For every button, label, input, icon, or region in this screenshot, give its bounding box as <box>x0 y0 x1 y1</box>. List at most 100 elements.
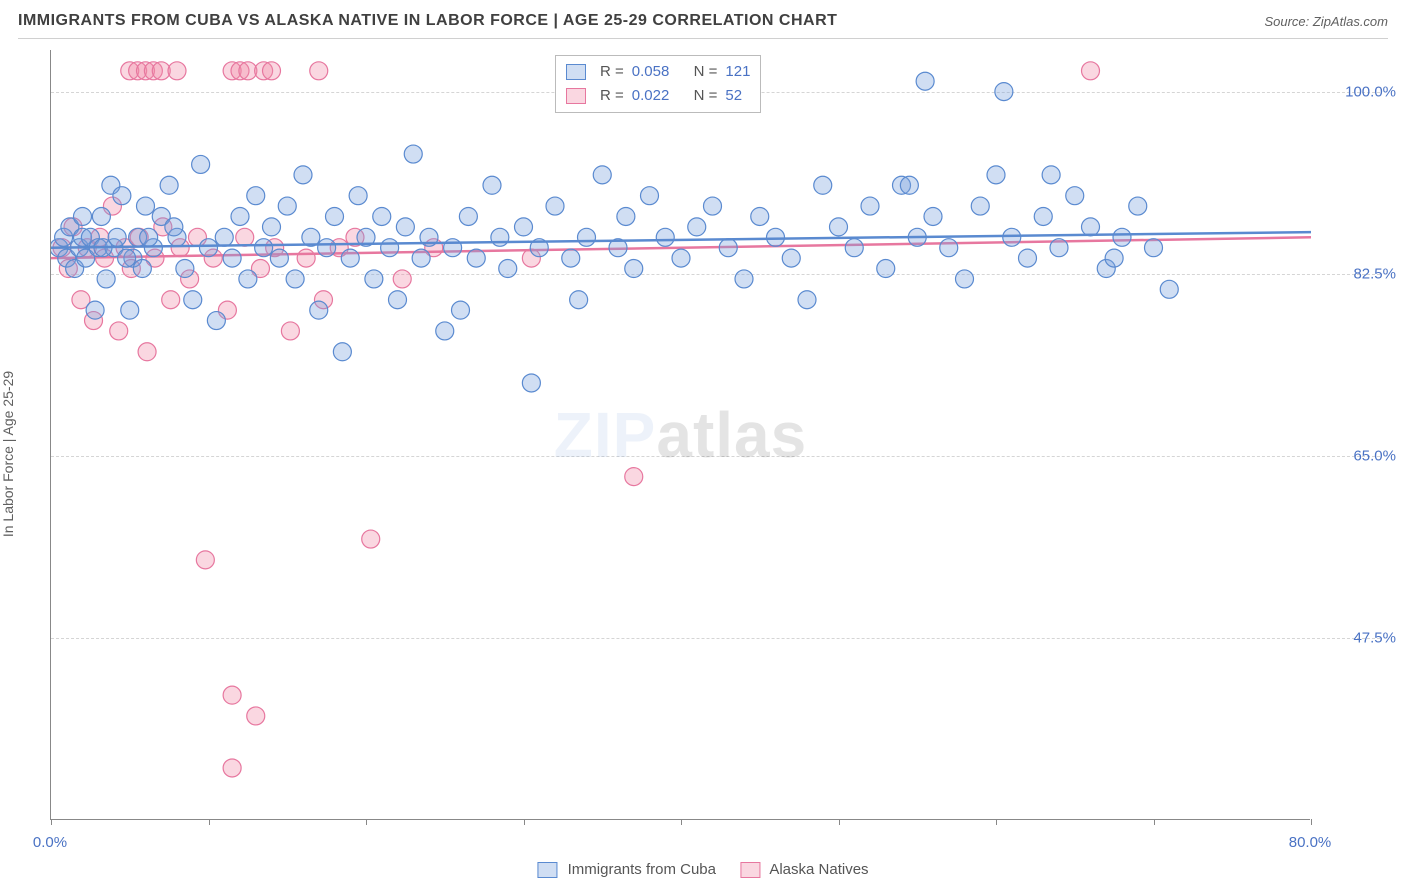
cuba-point <box>1019 249 1037 267</box>
x-tick <box>839 819 840 825</box>
y-tick-label: 65.0% <box>1353 447 1396 464</box>
cuba-point <box>192 155 210 173</box>
y-tick-label: 82.5% <box>1353 265 1396 282</box>
cuba-point <box>987 166 1005 184</box>
x-tick <box>996 819 997 825</box>
x-tick <box>1154 819 1155 825</box>
cuba-point <box>900 176 918 194</box>
cuba-point <box>310 301 328 319</box>
alaska-point <box>223 759 241 777</box>
cuba-point <box>782 249 800 267</box>
scatter-canvas <box>51 50 1311 820</box>
alaska-point <box>263 62 281 80</box>
cuba-point <box>270 249 288 267</box>
cuba-point <box>341 249 359 267</box>
cuba-point <box>617 207 635 225</box>
cuba-point <box>956 270 974 288</box>
cuba-point <box>995 83 1013 101</box>
cuba-point <box>389 291 407 309</box>
cuba-point <box>176 260 194 278</box>
cuba-point <box>767 228 785 246</box>
cuba-point <box>491 228 509 246</box>
x-axis-max-label: 80.0% <box>1289 834 1332 851</box>
cuba-point <box>1160 280 1178 298</box>
alaska-point <box>625 468 643 486</box>
cuba-point <box>318 239 336 257</box>
cuba-point <box>578 228 596 246</box>
cuba-point <box>735 270 753 288</box>
x-tick <box>1311 819 1312 825</box>
x-tick <box>51 819 52 825</box>
x-axis-min-label: 0.0% <box>33 834 67 851</box>
cuba-point <box>121 301 139 319</box>
cuba-point <box>1129 197 1147 215</box>
cuba-point <box>798 291 816 309</box>
alaska-point <box>310 62 328 80</box>
cuba-point <box>113 187 131 205</box>
alaska-point <box>138 343 156 361</box>
cuba-point <box>546 197 564 215</box>
cuba-point <box>263 218 281 236</box>
cuba-point <box>97 270 115 288</box>
cuba-point <box>215 228 233 246</box>
cuba-point <box>404 145 422 163</box>
swatch-alaska-small <box>566 88 586 104</box>
cuba-point <box>1105 249 1123 267</box>
alaska-point <box>162 291 180 309</box>
cuba-point <box>1050 239 1068 257</box>
series-legend: Immigrants from Cuba Alaska Natives <box>537 861 868 878</box>
cuba-point <box>877 260 895 278</box>
cuba-point <box>861 197 879 215</box>
cuba-point <box>247 187 265 205</box>
chart-header: IMMIGRANTS FROM CUBA VS ALASKA NATIVE IN… <box>18 12 1388 39</box>
cuba-point <box>326 207 344 225</box>
alaska-point <box>223 686 241 704</box>
cuba-point <box>137 197 155 215</box>
cuba-point <box>160 176 178 194</box>
cuba-point <box>656 228 674 246</box>
cuba-point <box>940 239 958 257</box>
cuba-point <box>1003 228 1021 246</box>
swatch-cuba-small <box>566 64 586 80</box>
y-axis-title: In Labor Force | Age 25-29 <box>0 371 16 537</box>
legend-item-cuba: Immigrants from Cuba <box>537 861 716 878</box>
cuba-point <box>719 239 737 257</box>
cuba-point <box>239 270 257 288</box>
cuba-point <box>349 187 367 205</box>
alaska-point <box>196 551 214 569</box>
cuba-point <box>830 218 848 236</box>
cuba-point <box>74 207 92 225</box>
cuba-point <box>522 374 540 392</box>
cuba-point <box>625 260 643 278</box>
cuba-point <box>483 176 501 194</box>
cuba-point <box>133 260 151 278</box>
cuba-point <box>207 312 225 330</box>
cuba-point <box>751 207 769 225</box>
cuba-point <box>452 301 470 319</box>
cuba-point <box>333 343 351 361</box>
alaska-point <box>1082 62 1100 80</box>
stats-legend: R = 0.058 N = 121 R = 0.022 N = 52 <box>555 55 761 113</box>
plot-area: ZIPatlas <box>50 50 1310 820</box>
cuba-point <box>1042 166 1060 184</box>
cuba-point <box>467 249 485 267</box>
cuba-point <box>92 207 110 225</box>
cuba-point <box>412 249 430 267</box>
alaska-point <box>393 270 411 288</box>
x-tick <box>209 819 210 825</box>
cuba-point <box>140 228 158 246</box>
x-tick <box>681 819 682 825</box>
alaska-point <box>297 249 315 267</box>
cuba-point <box>924 207 942 225</box>
alaska-point <box>110 322 128 340</box>
cuba-point <box>365 270 383 288</box>
cuba-point <box>562 249 580 267</box>
stats-row-alaska: R = 0.022 N = 52 <box>566 84 750 108</box>
swatch-alaska <box>740 862 760 878</box>
alaska-point <box>281 322 299 340</box>
cuba-point <box>223 249 241 267</box>
cuba-point <box>499 260 517 278</box>
cuba-point <box>1034 207 1052 225</box>
cuba-point <box>118 249 136 267</box>
cuba-point <box>278 197 296 215</box>
